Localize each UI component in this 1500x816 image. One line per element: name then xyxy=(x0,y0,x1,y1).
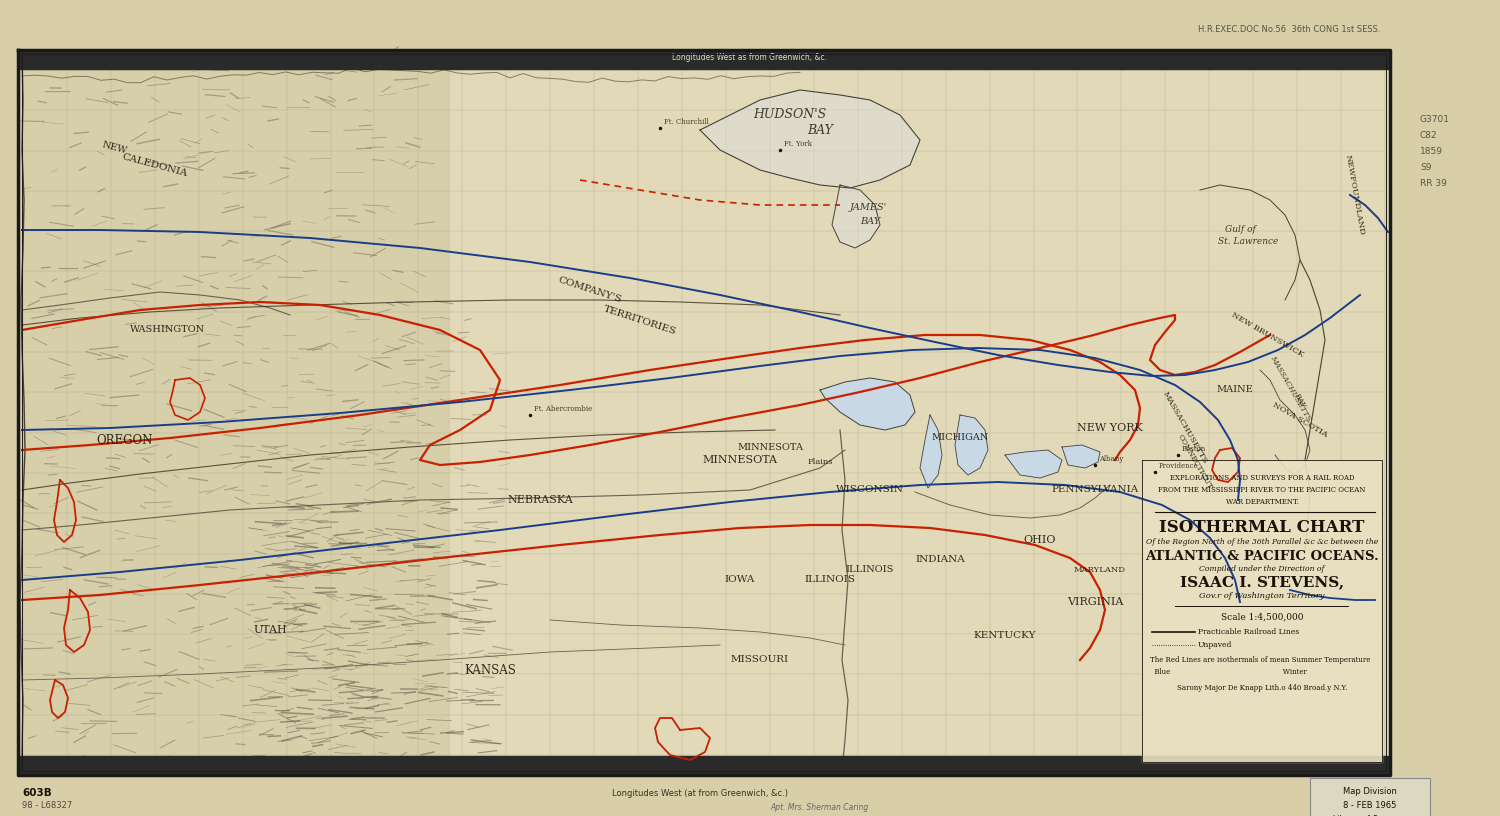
Text: EXPLORATIONS AND SURVEYS FOR A RAIL ROAD: EXPLORATIONS AND SURVEYS FOR A RAIL ROAD xyxy=(1170,474,1354,482)
Text: MAINE: MAINE xyxy=(1216,385,1254,394)
Text: Of the Region North of the 36th Parallel &c &c between the: Of the Region North of the 36th Parallel… xyxy=(1146,538,1378,546)
Text: H.R.EXEC.DOC No.56  36th CONG 1st SESS.: H.R.EXEC.DOC No.56 36th CONG 1st SESS. xyxy=(1197,25,1380,34)
Text: OREGON: OREGON xyxy=(98,433,153,446)
Text: PENNSYLVANIA: PENNSYLVANIA xyxy=(1052,486,1138,494)
Text: 98 - L68327: 98 - L68327 xyxy=(22,800,72,809)
Text: TERRITORIES: TERRITORIES xyxy=(603,304,678,336)
Text: St. Lawrence: St. Lawrence xyxy=(1218,237,1278,246)
Text: 8 - FEB 1965: 8 - FEB 1965 xyxy=(1344,801,1396,810)
Text: UTAH: UTAH xyxy=(254,625,286,635)
Text: Map Division: Map Division xyxy=(1342,787,1396,796)
Text: MASSACHUSETTS: MASSACHUSETTS xyxy=(1161,390,1209,466)
Text: Ft. York: Ft. York xyxy=(784,140,812,148)
Text: FROM THE MISSISSIPPI RIVER TO THE PACIFIC OCEAN: FROM THE MISSISSIPPI RIVER TO THE PACIFI… xyxy=(1158,486,1365,494)
Text: MASSACHUSETTS: MASSACHUSETTS xyxy=(1268,354,1312,422)
Text: NEBRASKA: NEBRASKA xyxy=(507,495,573,505)
Text: Blue                                                  Winter: Blue Winter xyxy=(1150,668,1306,676)
Text: NEW BRUNSWICK: NEW BRUNSWICK xyxy=(1230,311,1305,359)
Text: MISSOURI: MISSOURI xyxy=(730,655,789,664)
Bar xyxy=(20,51,1389,69)
Text: KANSAS: KANSAS xyxy=(464,663,516,676)
Text: The Red Lines are isothermals of mean Summer Temperature: The Red Lines are isothermals of mean Su… xyxy=(1150,656,1371,664)
Text: WAR DEPARTMENT.: WAR DEPARTMENT. xyxy=(1226,498,1299,506)
Text: Longitudes West as from Greenwich, &c.: Longitudes West as from Greenwich, &c. xyxy=(672,54,828,63)
Text: ILLINOIS: ILLINOIS xyxy=(846,565,894,574)
Text: JAMES': JAMES' xyxy=(849,203,886,212)
Text: S9: S9 xyxy=(1420,163,1431,172)
Text: NEWFOUNDLAND: NEWFOUNDLAND xyxy=(1344,154,1366,236)
Text: ATLANTIC & PACIFIC OCEANS.: ATLANTIC & PACIFIC OCEANS. xyxy=(1144,549,1378,562)
Text: Ft. Abercrombie: Ft. Abercrombie xyxy=(534,405,592,413)
Text: RR 39: RR 39 xyxy=(1420,180,1448,188)
Bar xyxy=(20,51,448,774)
Text: WASHINGTON: WASHINGTON xyxy=(130,326,206,335)
Polygon shape xyxy=(956,415,988,475)
Text: ILLINOIS: ILLINOIS xyxy=(804,575,855,584)
Bar xyxy=(1310,778,1430,816)
Bar xyxy=(1142,460,1382,762)
Polygon shape xyxy=(833,185,880,248)
Polygon shape xyxy=(700,90,920,188)
Polygon shape xyxy=(1062,445,1100,468)
Text: CALEDONIA: CALEDONIA xyxy=(122,152,189,178)
Text: CONNECTICUT: CONNECTICUT xyxy=(1176,433,1214,491)
Text: Gulf of: Gulf of xyxy=(1224,225,1256,234)
Text: BAY: BAY xyxy=(1293,391,1308,409)
Text: Sarony Major De Knapp Lith.o 440 Broad.y N.Y.: Sarony Major De Knapp Lith.o 440 Broad.y… xyxy=(1176,684,1347,692)
Text: Longitudes West (at from Greenwich, &c.): Longitudes West (at from Greenwich, &c.) xyxy=(612,788,788,797)
Text: Apt. Mrs. Sherman Caring: Apt. Mrs. Sherman Caring xyxy=(771,804,868,813)
Text: NEW: NEW xyxy=(102,140,129,156)
Text: Compiled under the Direction of: Compiled under the Direction of xyxy=(1200,565,1324,573)
Text: Providence: Providence xyxy=(1160,462,1198,470)
Text: KENTUCKY: KENTUCKY xyxy=(974,631,1036,640)
Text: Practicable Railroad Lines: Practicable Railroad Lines xyxy=(1198,628,1299,636)
Bar xyxy=(20,51,1389,774)
Text: HUDSON'S: HUDSON'S xyxy=(753,109,827,122)
Text: C82: C82 xyxy=(1420,131,1437,140)
Polygon shape xyxy=(920,415,942,488)
Text: ISAAC I. STEVENS,: ISAAC I. STEVENS, xyxy=(1180,575,1344,589)
Text: Boston: Boston xyxy=(1182,445,1206,453)
Text: COMPANY'S: COMPANY'S xyxy=(556,276,622,304)
Text: NEW YORK: NEW YORK xyxy=(1077,423,1143,433)
Text: Scale 1:4,500,000: Scale 1:4,500,000 xyxy=(1221,613,1304,622)
Text: INDIANA: INDIANA xyxy=(915,556,964,565)
Text: IOWA: IOWA xyxy=(724,575,754,584)
Text: 603B: 603B xyxy=(22,788,51,798)
Text: Plains: Plains xyxy=(807,458,832,466)
Polygon shape xyxy=(1005,450,1062,478)
Text: VIRGINIA: VIRGINIA xyxy=(1066,597,1124,607)
Text: BAY: BAY xyxy=(807,123,832,136)
Text: 1859: 1859 xyxy=(1420,148,1443,157)
Text: MINNESOTA: MINNESOTA xyxy=(702,455,777,465)
Text: MINNESOTA: MINNESOTA xyxy=(736,444,802,453)
Text: Unpaved: Unpaved xyxy=(1198,641,1233,649)
Text: MARYLAND: MARYLAND xyxy=(1074,566,1126,574)
Bar xyxy=(20,756,1389,774)
Text: G3701: G3701 xyxy=(1420,116,1450,125)
Text: Albany: Albany xyxy=(1100,455,1124,463)
Text: WISCONSIN: WISCONSIN xyxy=(836,486,904,494)
Text: NOVA SCOTIA: NOVA SCOTIA xyxy=(1270,401,1329,439)
Polygon shape xyxy=(821,378,915,430)
Text: BAY: BAY xyxy=(859,218,880,227)
Text: MICHIGAN: MICHIGAN xyxy=(932,433,988,442)
Text: Gov.r of Washington Territory: Gov.r of Washington Territory xyxy=(1200,592,1324,600)
Text: ISOTHERMAL CHART: ISOTHERMAL CHART xyxy=(1160,518,1365,535)
Text: Ft. Churchill: Ft. Churchill xyxy=(664,118,708,126)
Text: OHIO: OHIO xyxy=(1023,535,1056,545)
